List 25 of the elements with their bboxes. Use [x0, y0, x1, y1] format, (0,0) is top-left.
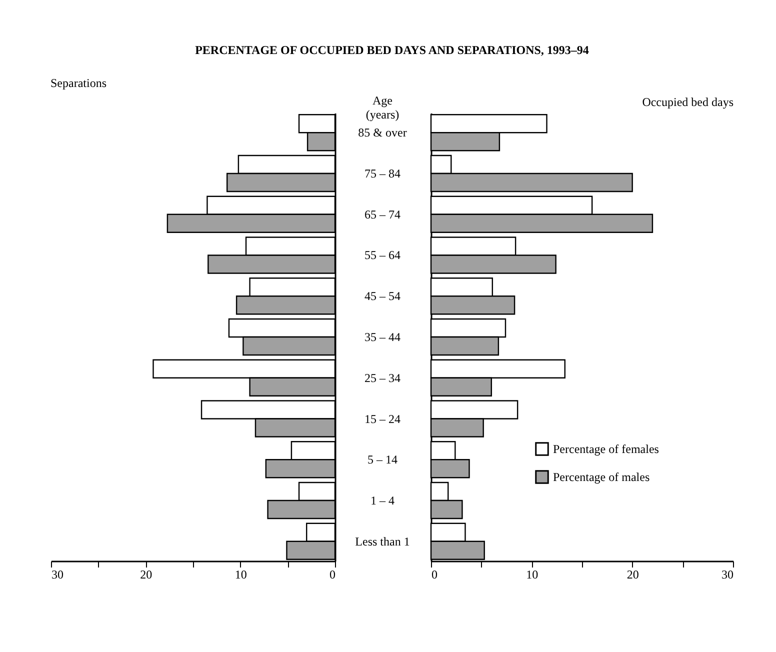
chart-subtitle: Occupied bed days	[642, 95, 734, 109]
y-tick-label: 15 – 24	[364, 412, 400, 426]
chart-subtitle: Separations	[50, 76, 107, 90]
text: PERCENTAGE OF OCCUPIED BED DAYS AND SEPARATIONS, 1993–94	[195, 43, 589, 57]
y-tick-label: Less than 1	[355, 534, 410, 548]
legend-label: Percentage of males	[553, 470, 650, 484]
x-tick-label: 20	[626, 568, 639, 582]
x-tick-label: 30	[52, 568, 64, 582]
x-tick-label: 0	[330, 568, 336, 582]
x-tick-label: 30	[722, 568, 734, 582]
y-tick-label: 25 – 34	[364, 370, 400, 385]
y-axis-title: Age (years)	[366, 94, 400, 122]
y-tick-label: 85 & over	[358, 126, 407, 140]
x-tick-label: 20	[140, 568, 152, 582]
y-tick-label: 75 – 84	[364, 166, 400, 180]
x-tick-label: 10	[526, 568, 538, 582]
y-tick-label: 45 – 54	[364, 289, 400, 304]
legend-label: Percentage of females	[553, 442, 660, 456]
x-tick-label: 10	[234, 568, 247, 582]
y-tick-label: 55 – 64	[364, 248, 400, 262]
y-tick-label: 5 – 14	[368, 452, 398, 467]
x-tick-label: 0	[432, 568, 438, 582]
y-tick-label: 1 – 4	[370, 494, 394, 508]
y-tick-label: 65 – 74	[364, 207, 400, 222]
y-tick-label: 35 – 44	[364, 330, 400, 344]
